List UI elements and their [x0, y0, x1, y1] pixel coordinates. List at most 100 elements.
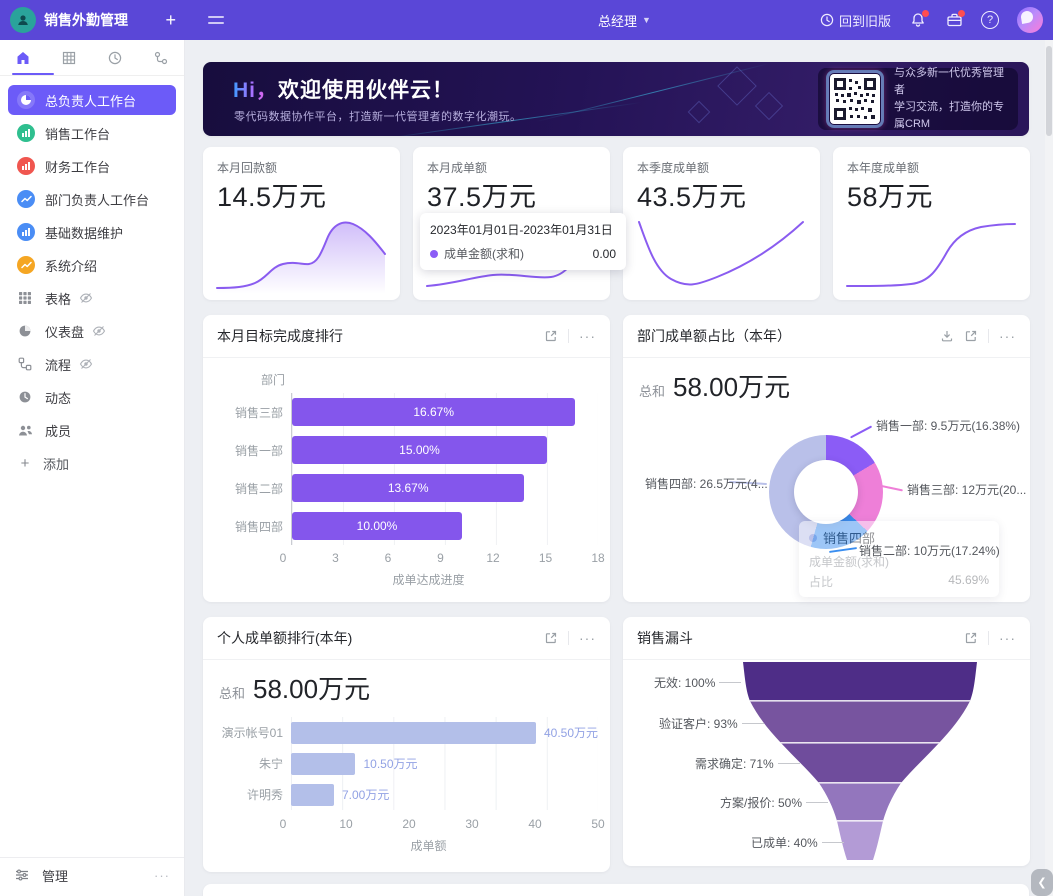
axis-tick: 9: [437, 551, 444, 565]
sidebar-item-workspace-5[interactable]: 系统介绍: [8, 250, 176, 280]
bar[interactable]: [291, 783, 334, 806]
chart-title: 部门成单额占比（本年）: [637, 328, 791, 344]
expand-icon[interactable]: [964, 631, 978, 645]
bar[interactable]: 13.67%: [292, 474, 525, 502]
bar-value-label: 13.67%: [387, 481, 429, 495]
expand-icon[interactable]: [964, 329, 978, 343]
total-label: 总和: [639, 384, 666, 399]
top-bar-actions: 回到旧版 ?: [820, 0, 1043, 40]
download-icon[interactable]: [940, 329, 954, 343]
active-tab-indicator: [12, 73, 54, 75]
bar-chart-icon: [17, 223, 35, 241]
tab-home[interactable]: [0, 40, 46, 75]
bar[interactable]: 10.00%: [292, 512, 462, 540]
chart-card-personal-rank: 个人成单额排行(本年) ··· 总和 58.00万元 演示帐号01 40.50万元…: [203, 617, 610, 872]
sidebar-item-members[interactable]: 成员: [8, 415, 176, 445]
sparkline-chart: [216, 221, 386, 294]
activity-icon: [17, 389, 33, 405]
bar-row: 销售二部 13.67%: [219, 469, 598, 507]
vertical-scrollbar[interactable]: [1045, 40, 1053, 896]
more-icon[interactable]: ···: [154, 867, 170, 883]
bell-icon[interactable]: [909, 10, 929, 29]
plus-icon[interactable]: +: [165, 9, 176, 30]
sidebar-item-workspace-2[interactable]: 财务工作台: [8, 151, 176, 181]
dashboard-icon: [17, 323, 33, 339]
bar-row: 朱宁 10.50万元: [219, 748, 598, 779]
x-axis-title: 成单额: [410, 839, 447, 853]
eye-slash-icon[interactable]: [79, 357, 93, 371]
chart-card-dept-share: 部门成单额占比（本年） ··· 总和 58.00万元 销售一部: 9.5万元(1…: [623, 315, 1030, 602]
sidebar-item-workspace-3[interactable]: 部门负责人工作台: [8, 184, 176, 214]
tab-tables[interactable]: [46, 40, 92, 75]
role-label: 总经理: [598, 13, 638, 29]
axis-tick: 6: [384, 551, 392, 565]
collapse-handle[interactable]: ❮: [1031, 869, 1053, 896]
bar[interactable]: 16.67%: [292, 398, 576, 426]
briefcase-icon[interactable]: [945, 10, 965, 29]
manage-button[interactable]: 管理 ···: [0, 858, 184, 892]
more-icon[interactable]: ···: [579, 630, 596, 646]
sidebar-item-workspace-1[interactable]: 销售工作台: [8, 118, 176, 148]
user-avatar[interactable]: [1017, 7, 1043, 33]
more-icon[interactable]: ···: [999, 630, 1016, 646]
members-icon: [17, 422, 33, 438]
sidebar-item-workspace-4[interactable]: 基础数据维护: [8, 217, 176, 247]
sidebar-item-label: 部门负责人工作台: [45, 192, 150, 208]
role-selector[interactable]: 总经理 ▼: [598, 0, 651, 40]
back-to-old-version-link[interactable]: 回到旧版: [820, 11, 891, 30]
chart-tooltip: 销售四部 成单金额(求和) 占比 45.69%: [799, 521, 999, 597]
plus-icon: +: [20, 454, 30, 472]
more-icon[interactable]: ···: [579, 328, 596, 344]
banner-subtitle: 零代码数据协作平台，打造新一代管理者的数字化潮玩。: [234, 111, 522, 123]
more-icon[interactable]: ···: [999, 328, 1016, 344]
axis-tick: 20: [402, 817, 416, 831]
sidebar-item-label: 流程: [45, 357, 72, 373]
bar[interactable]: 15.00%: [292, 436, 547, 464]
total-value: 58.00万元: [253, 674, 371, 704]
sidebar-footer: 管理 ···: [0, 857, 184, 892]
expand-icon[interactable]: [544, 631, 558, 645]
flow-icon: [17, 356, 33, 372]
sidebar-item-label: 仪表盘: [45, 324, 85, 340]
hamburger-icon[interactable]: [208, 16, 224, 24]
total-value: 58.00万元: [673, 372, 791, 402]
category-label: 销售二部: [234, 481, 283, 496]
history-icon: [820, 13, 834, 27]
tab-org[interactable]: [138, 40, 184, 75]
axis-tick: 40: [528, 817, 542, 831]
tab-recent[interactable]: [92, 40, 138, 75]
chart-title: 本月目标完成度排行: [217, 328, 343, 344]
qr-panel: 与众多新一代优秀管理者 学习交流，打造你的专属CRM: [818, 67, 1018, 130]
help-icon[interactable]: ?: [981, 11, 999, 29]
sidebar-item-dashboards[interactable]: 仪表盘: [8, 316, 176, 346]
funnel-band[interactable]: [723, 662, 997, 701]
bar-value-label: 10.00%: [356, 519, 398, 533]
bar-row: 销售一部 15.00%: [219, 431, 598, 469]
sparkline-chart: [638, 221, 804, 286]
sidebar-item-activity[interactable]: 动态: [8, 382, 176, 412]
segment-label: 销售一部: 9.5万元(16.38%): [876, 419, 1021, 433]
eye-slash-icon[interactable]: [92, 324, 106, 338]
stat-label: 本季度成单额: [637, 161, 710, 175]
app-logo-icon[interactable]: [10, 7, 36, 33]
sidebar-add-button[interactable]: + 添加: [8, 448, 176, 478]
bar[interactable]: [291, 721, 536, 744]
funnel-band[interactable]: [723, 701, 997, 743]
bar-row: 销售四部 10.00%: [219, 507, 598, 545]
pie-chart-icon: [17, 91, 35, 109]
scrollbar-thumb[interactable]: [1046, 46, 1052, 136]
sidebar-item-workspace-0[interactable]: 总负责人工作台: [8, 85, 176, 115]
funnel-stage-label: 无效: 100%: [654, 674, 742, 691]
expand-icon[interactable]: [544, 329, 558, 343]
total-row: 总和 58.00万元: [219, 669, 370, 706]
axis-tick: 15: [538, 551, 553, 565]
bar-row: 演示帐号01 40.50万元: [219, 717, 598, 748]
eye-slash-icon[interactable]: [79, 291, 93, 305]
stat-label: 本月回款额: [217, 161, 278, 175]
table-icon: [62, 51, 76, 64]
sidebar-item-tables[interactable]: 表格: [8, 283, 176, 313]
bar[interactable]: [291, 752, 356, 775]
axis-tick: 30: [465, 817, 479, 831]
sidebar-item-flows[interactable]: 流程: [8, 349, 176, 379]
